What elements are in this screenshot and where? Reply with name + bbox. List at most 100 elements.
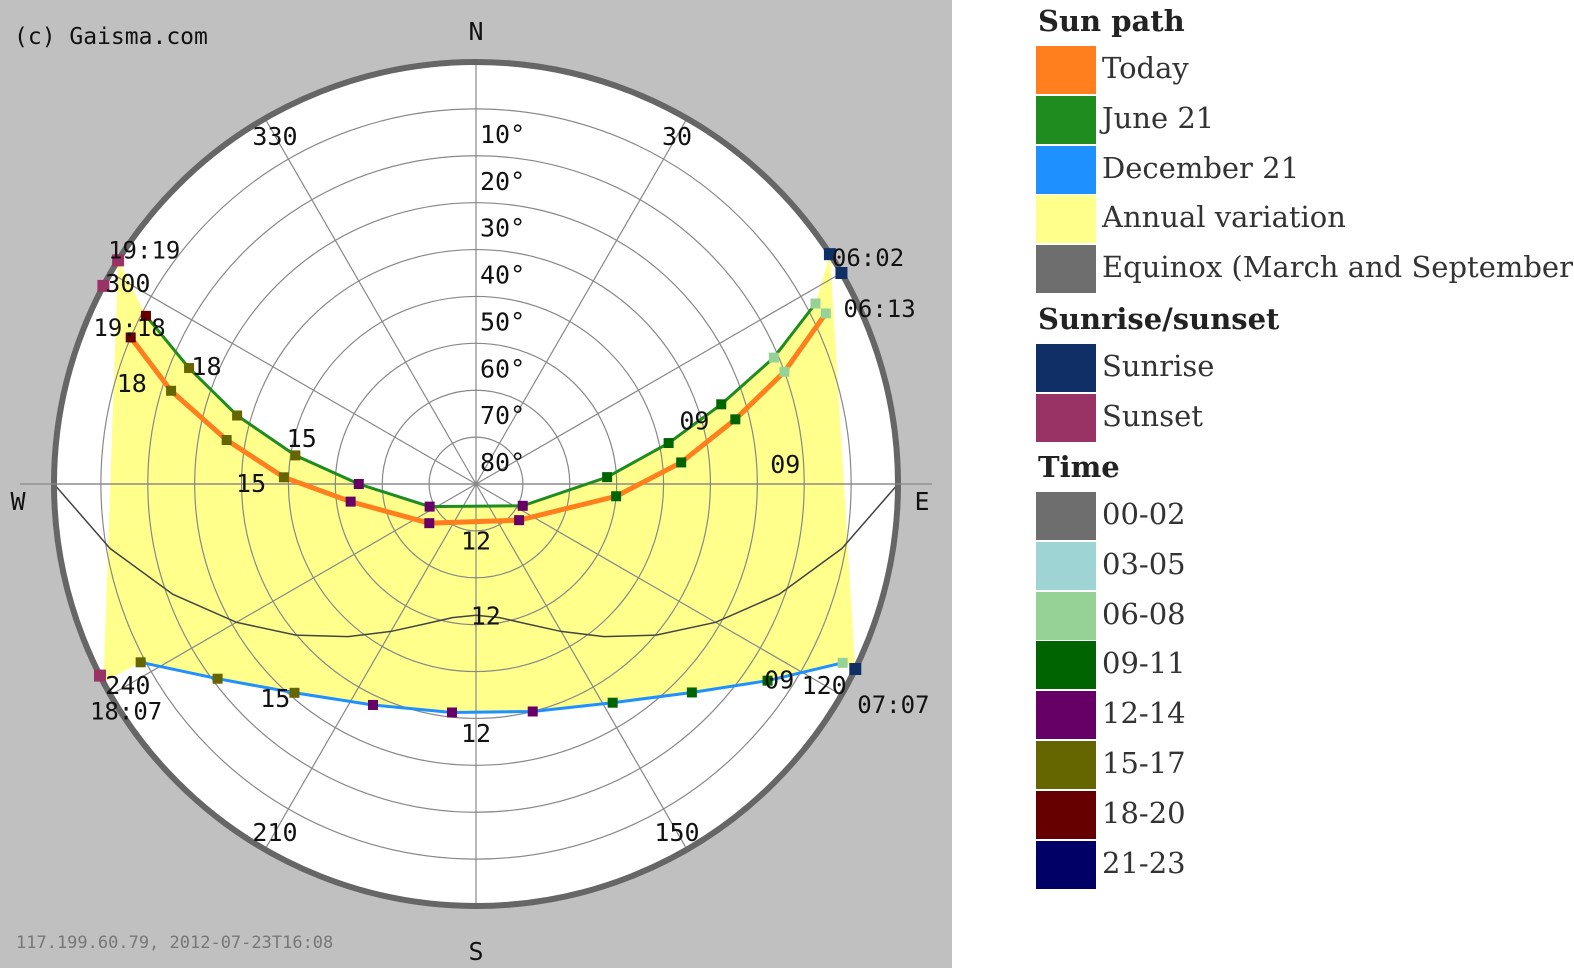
azimuth-spoke (264, 118, 477, 485)
elevation-label: 80° (480, 448, 525, 477)
elevation-label: 60° (480, 354, 525, 383)
hour-label: 15 (287, 424, 317, 453)
today-hour-marker (676, 457, 687, 468)
hour-label: 15 (236, 469, 266, 498)
legend: Sun path Today June 21 December 21 Annual v… (1036, 0, 1574, 968)
sunrise-time-label: 06:13 (843, 295, 915, 323)
today-hour-marker (514, 515, 525, 526)
june-21-hour-marker (424, 501, 435, 512)
legend-swatch (1036, 145, 1096, 194)
elevation-label: 50° (480, 307, 525, 336)
sunset-marker (112, 254, 125, 267)
legend-label: 12-14 (1102, 696, 1186, 731)
elevation-label: 20° (480, 167, 525, 196)
legend-item: Sunrise (1036, 344, 1571, 392)
legend-label: 09-11 (1102, 646, 1186, 681)
legend-item: June 21 (1036, 95, 1571, 144)
legend-item: 03-05 (1036, 541, 1571, 590)
hour-label: 15 (260, 684, 290, 713)
equinox-path (53, 483, 899, 638)
legend-item: Sunset (1036, 393, 1571, 442)
legend-item: 12-14 (1036, 691, 1571, 740)
azimuth-label: 210 (252, 818, 297, 847)
sun-path-chart: 06:02 06:13 07:07 19:19 19:18 18:07 09 09 12 12 15… (0, 0, 952, 968)
hour-label: 12 (471, 601, 501, 630)
legend-swatch (1036, 46, 1096, 94)
elevation-label: 70° (480, 401, 525, 430)
legend-label: Annual variation (1102, 200, 1346, 235)
legend-label: 18-20 (1102, 795, 1186, 830)
sunset-marker (93, 669, 106, 682)
annual-variation-band (103, 254, 856, 713)
cardinal-label: S (468, 937, 483, 966)
legend-label: 21-23 (1102, 845, 1186, 880)
today-hour-marker (221, 435, 232, 446)
legend-heading-time: Time (1038, 450, 1120, 484)
sunset-time-label: 19:19 (108, 236, 180, 264)
cardinal-label: W (10, 487, 26, 516)
june-21-hour-marker (602, 472, 613, 483)
december-21-hour-marker (289, 687, 300, 698)
june-21-hour-marker (768, 352, 779, 363)
legend-swatch (1036, 344, 1096, 392)
azimuth-spoke (475, 118, 688, 485)
legend-label: Today (1102, 51, 1189, 85)
legend-swatch (1036, 591, 1096, 640)
sunrise-time-label: 07:07 (857, 691, 929, 719)
azimuth-spoke (475, 483, 688, 850)
december-21-hour-marker (837, 657, 848, 668)
legend-item: 21-23 (1036, 840, 1571, 889)
december-21-hour-marker (607, 697, 618, 708)
today-hour-marker (125, 332, 136, 343)
hour-label: 09 (679, 407, 709, 436)
hour-label: 12 (461, 719, 491, 748)
june-21-hour-marker (232, 410, 243, 421)
today-hour-marker (611, 491, 622, 502)
december-21-hour-marker (446, 707, 457, 718)
cardinal-label: E (914, 487, 929, 516)
december-21-hour-marker (135, 657, 146, 668)
hour-label: 09 (770, 450, 800, 479)
azimuth-label: 300 (105, 269, 150, 298)
legend-label: 03-05 (1102, 546, 1186, 581)
hour-label: 12 (461, 527, 491, 556)
june-21-hour-marker (140, 310, 151, 321)
azimuth-label: 240 (105, 671, 150, 700)
azimuth-label: 330 (252, 122, 297, 151)
sunset-time-label: 18:07 (90, 698, 162, 726)
legend-swatch (1036, 541, 1096, 590)
legend-label: December 21 (1102, 150, 1300, 185)
sunrise-marker (835, 267, 848, 279)
june-21-hour-marker (810, 298, 821, 309)
today-path (128, 311, 828, 526)
azimuth-spoke (110, 272, 477, 485)
december-21-hour-marker (367, 699, 378, 710)
today-hour-marker (166, 385, 177, 396)
today-hour-marker (779, 366, 790, 377)
legend-swatch (1036, 840, 1096, 889)
sunrise-marker (823, 248, 836, 261)
footer-label: 117.199.60.79, 2012-07-23T16:08 (16, 933, 333, 953)
today-hour-marker (278, 472, 289, 483)
today-hour-marker (730, 414, 741, 425)
elevation-label: 40° (480, 261, 525, 290)
legend-item: 09-11 (1036, 641, 1571, 690)
hour-label: 18 (191, 352, 221, 381)
legend-swatch (1036, 95, 1096, 144)
legend-swatch (1036, 790, 1096, 839)
legend-item: Today (1036, 46, 1571, 94)
sunset-marker (97, 279, 110, 292)
legend-swatch (1036, 245, 1096, 294)
sunrise-marker (849, 662, 862, 675)
june-21-hour-marker (353, 479, 364, 489)
legend-swatch (1036, 741, 1096, 789)
hour-label: 09 (764, 666, 794, 695)
elevation-label: 10° (480, 120, 525, 149)
legend-swatch (1036, 393, 1096, 442)
legend-swatch (1036, 691, 1096, 740)
cardinal-label: N (468, 17, 483, 46)
legend-item: 06-08 (1036, 591, 1571, 640)
elevation-label: 30° (480, 214, 525, 243)
legend-item: 00-02 (1036, 492, 1571, 540)
june-21-hour-marker (663, 438, 674, 449)
